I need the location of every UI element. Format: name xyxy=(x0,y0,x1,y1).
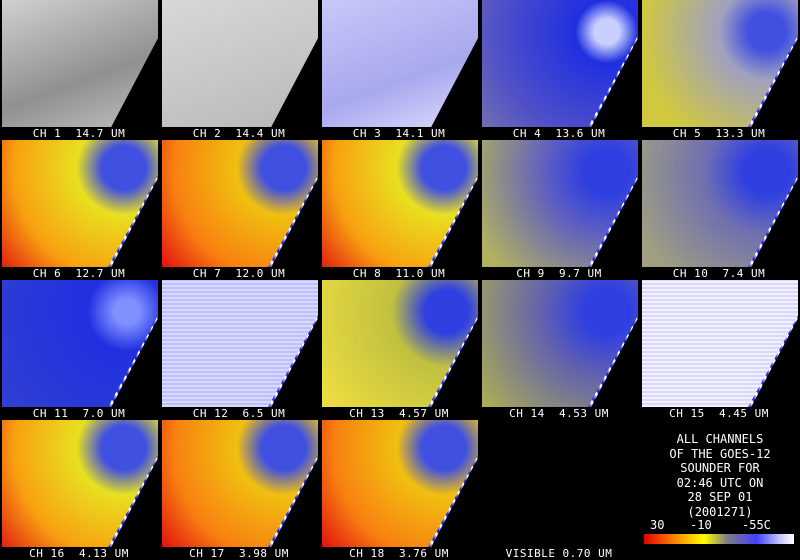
satellite-image xyxy=(322,140,478,267)
channel-panel: CH 17 3.98 UM xyxy=(160,420,318,560)
channel-panel: CH 4 13.6 UM xyxy=(480,0,638,140)
colorbar-label: 30 xyxy=(650,518,665,532)
channel-label: CH 12 6.5 UM xyxy=(192,407,286,420)
channel-label: CH 8 11.0 UM xyxy=(352,267,446,280)
space-area xyxy=(271,178,318,267)
satellite-image xyxy=(322,280,478,407)
satellite-image xyxy=(162,0,318,127)
satellite-image xyxy=(482,140,638,267)
channel-panel: CH 3 14.1 UM xyxy=(320,0,478,140)
info-line: 28 SEP 01 xyxy=(687,490,753,504)
channel-panel: CH 7 12.0 UM xyxy=(160,140,318,280)
space-area xyxy=(271,458,318,547)
space-area xyxy=(591,178,638,267)
channel-label: CH 16 4.13 UM xyxy=(29,547,129,560)
channel-panel: CH 13 4.57 UM xyxy=(320,280,478,420)
channel-label: CH 9 9.7 UM xyxy=(516,267,602,280)
satellite-image xyxy=(162,280,318,407)
channel-label: CH 5 13.3 UM xyxy=(672,127,766,140)
space-area xyxy=(111,458,158,547)
satellite-image xyxy=(322,420,478,547)
color-bar xyxy=(644,534,794,544)
satellite-image xyxy=(2,140,158,267)
info-line: (2001271) xyxy=(687,504,753,519)
satellite-image xyxy=(162,140,318,267)
satellite-image xyxy=(482,280,638,407)
channel-panel: CH 5 13.3 UM xyxy=(640,0,798,140)
channel-label: CH 2 14.4 UM xyxy=(192,127,286,140)
space-area xyxy=(111,178,158,267)
credit: NOAA UW-CIMSS xyxy=(678,546,766,559)
channel-panel: CH 16 4.13 UM xyxy=(0,420,158,560)
channel-label: CH 13 4.57 UM xyxy=(349,407,449,420)
channel-panel: CH 10 7.4 UM xyxy=(640,140,798,280)
channel-label: CH 1 14.7 UM xyxy=(32,127,126,140)
channel-label: CH 11 7.0 UM xyxy=(32,407,126,420)
space-area xyxy=(751,318,798,407)
satellite-image xyxy=(642,0,798,127)
space-area xyxy=(431,458,478,547)
space-area xyxy=(591,38,638,127)
info-line: SOUNDER FOR xyxy=(680,461,760,475)
satellite-image xyxy=(322,0,478,127)
channel-label: CH 7 12.0 UM xyxy=(192,267,286,280)
channel-panel: CH 8 11.0 UM xyxy=(320,140,478,280)
satellite-image xyxy=(642,280,798,407)
channel-panel: CH 1 14.7 UM xyxy=(0,0,158,140)
space-area xyxy=(111,318,158,407)
channel-panel: CH 9 9.7 UM xyxy=(480,140,638,280)
space-area xyxy=(591,318,638,407)
satellite-image xyxy=(2,280,158,407)
satellite-image xyxy=(2,420,158,547)
channel-panel: CH 18 3.76 UM xyxy=(320,420,478,560)
channel-label: CH 15 4.45 UM xyxy=(669,407,769,420)
channel-panel: CH 12 6.5 UM xyxy=(160,280,318,420)
satellite-image xyxy=(162,420,318,547)
satellite-image xyxy=(482,0,638,127)
space-area xyxy=(431,178,478,267)
space-area xyxy=(751,178,798,267)
space-area xyxy=(271,38,318,127)
channel-label: CH 3 14.1 UM xyxy=(352,127,446,140)
channel-panel: VISIBLE 0.70 UM xyxy=(480,420,638,560)
channel-label: CH 4 13.6 UM xyxy=(512,127,606,140)
space-area xyxy=(751,38,798,127)
satellite-image xyxy=(642,140,798,267)
channel-panel: CH 14 4.53 UM xyxy=(480,280,638,420)
channel-panel: CH 11 7.0 UM xyxy=(0,280,158,420)
channel-label: VISIBLE 0.70 UM xyxy=(505,547,613,560)
info-line: OF THE GOES-12 xyxy=(669,446,771,461)
channel-label: CH 6 12.7 UM xyxy=(32,267,126,280)
channel-panel: CH 15 4.45 UM xyxy=(640,280,798,420)
channel-panel: CH 2 14.4 UM xyxy=(160,0,318,140)
colorbar-label: -55C xyxy=(742,518,771,532)
space-area xyxy=(431,38,478,127)
info-line: ALL CHANNELS xyxy=(676,432,764,446)
channel-label: CH 10 7.4 UM xyxy=(672,267,766,280)
channel-panel: CH 6 12.7 UM xyxy=(0,140,158,280)
channel-label: CH 18 3.76 UM xyxy=(349,547,449,560)
channel-label: CH 14 4.53 UM xyxy=(509,407,609,420)
space-area xyxy=(431,318,478,407)
space-area xyxy=(271,318,318,407)
colorbar-label: -10 xyxy=(690,518,712,532)
space-area xyxy=(111,38,158,127)
info-text: ALL CHANNELS OF THE GOES-12 SOUNDER FOR 02:… xyxy=(640,432,800,519)
satellite-image xyxy=(2,0,158,127)
channel-label: CH 17 3.98 UM xyxy=(189,547,289,560)
info-line: 02:46 UTC ON xyxy=(676,475,764,490)
